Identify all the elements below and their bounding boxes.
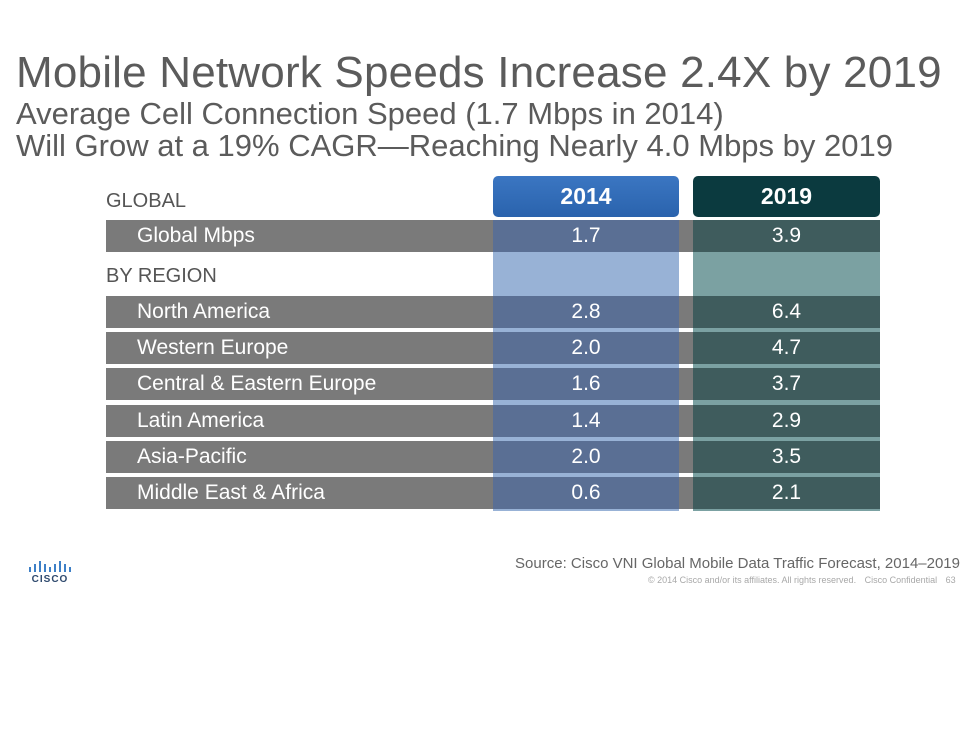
section-label-global: GLOBAL — [106, 190, 187, 212]
value-2014: 2.0 — [493, 441, 679, 473]
row-label: Middle East & Africa — [106, 477, 493, 509]
value-2014: 2.8 — [493, 296, 679, 328]
row-gap — [679, 296, 693, 328]
row-label: Latin America — [106, 405, 493, 437]
column-header-2019: 2019 — [693, 176, 880, 217]
column-header-2014: 2014 — [493, 176, 679, 217]
table-row: North America 2.8 6.4 — [106, 296, 880, 328]
value-2019: 3.5 — [693, 441, 880, 473]
slide-subtitle-line-1: Average Cell Connection Speed (1.7 Mbps … — [16, 96, 724, 131]
table-row: Latin America 1.4 2.9 — [106, 405, 880, 437]
row-gap — [679, 368, 693, 400]
column-gap — [679, 220, 693, 511]
confidential-label: Cisco Confidential — [864, 575, 938, 585]
value-2019: 4.7 — [693, 332, 880, 364]
cisco-logo: CISCO — [28, 561, 72, 585]
value-2019: 2.9 — [693, 405, 880, 437]
row-gap — [679, 441, 693, 473]
value-2019: 3.7 — [693, 368, 880, 400]
value-2019: 3.9 — [693, 220, 880, 252]
row-gap — [679, 332, 693, 364]
section-label-by-region: BY REGION — [106, 265, 217, 287]
table-row: Central & Eastern Europe 1.6 3.7 — [106, 368, 880, 400]
row-label: Central & Eastern Europe — [106, 368, 493, 400]
table-row-global: Global Mbps 1.7 3.9 — [106, 220, 880, 252]
row-label: Western Europe — [106, 332, 493, 364]
table-row: Asia-Pacific 2.0 3.5 — [106, 441, 880, 473]
value-2014: 1.6 — [493, 368, 679, 400]
page-number: 63 — [945, 575, 956, 585]
copyright-line: © 2014 Cisco and/or its affiliates. All … — [648, 575, 962, 585]
row-gap — [679, 477, 693, 509]
value-2014: 1.7 — [493, 220, 679, 252]
source-note: Source: Cisco VNI Global Mobile Data Tra… — [515, 555, 960, 572]
row-gap — [679, 405, 693, 437]
row-label: Global Mbps — [106, 220, 493, 252]
value-2019: 6.4 — [693, 296, 880, 328]
slide-subtitle-line-2: Will Grow at a 19% CAGR—Reaching Nearly … — [16, 128, 893, 163]
value-2014: 1.4 — [493, 405, 679, 437]
row-label: North America — [106, 296, 493, 328]
value-2019: 2.1 — [693, 477, 880, 509]
table-row: Western Europe 2.0 4.7 — [106, 332, 880, 364]
cisco-logo-text: CISCO — [31, 574, 69, 585]
copyright-text: © 2014 Cisco and/or its affiliates. All … — [648, 575, 857, 585]
row-gap — [679, 220, 693, 252]
row-label: Asia-Pacific — [106, 441, 493, 473]
value-2014: 0.6 — [493, 477, 679, 509]
value-2014: 2.0 — [493, 332, 679, 364]
cisco-bars-icon — [29, 561, 71, 572]
table-row: Middle East & Africa 0.6 2.1 — [106, 477, 880, 509]
slide-title: Mobile Network Speeds Increase 2.4X by 2… — [16, 48, 942, 97]
